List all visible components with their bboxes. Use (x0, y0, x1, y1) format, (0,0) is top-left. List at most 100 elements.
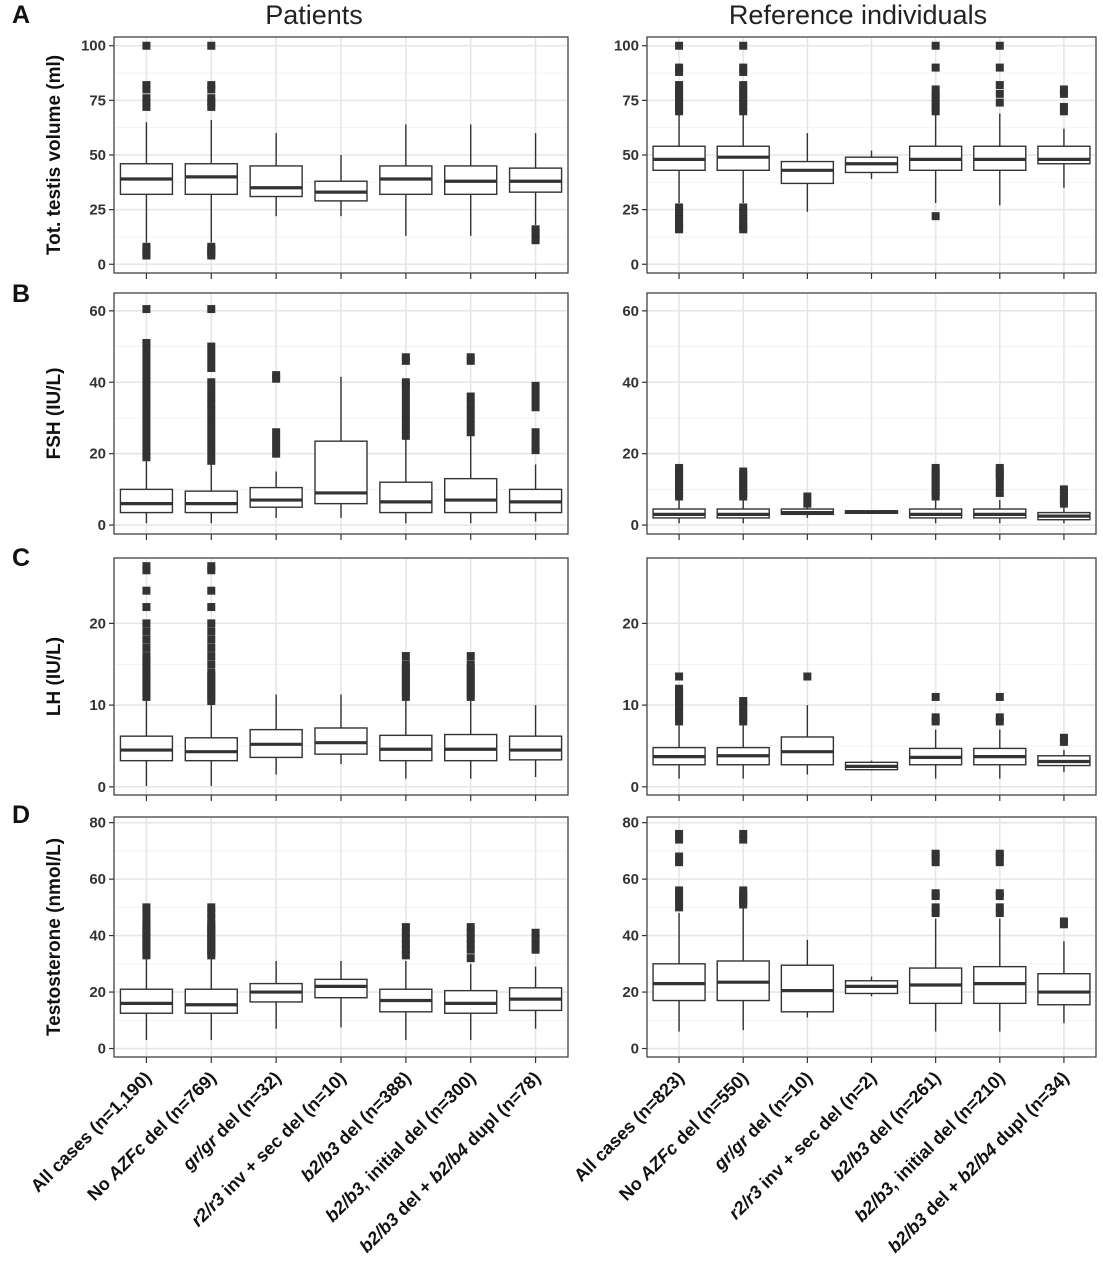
y-axis-label: Tot. testis volume (ml) (44, 55, 65, 255)
outlier-point (675, 203, 684, 212)
box-2 (184, 903, 238, 1041)
outlier-point (466, 923, 475, 932)
box-5 (908, 849, 963, 1032)
box-4 (314, 155, 368, 217)
outlier-point (207, 41, 216, 50)
outlier-point (207, 413, 216, 422)
outlier-point (803, 492, 812, 501)
box-6 (444, 124, 498, 236)
outlier-point (142, 435, 151, 444)
box-5 (908, 463, 963, 524)
y-tick-label: 60 (89, 871, 106, 888)
outlier-point (207, 98, 216, 107)
y-tick-label: 50 (89, 147, 106, 164)
outlier-point (272, 428, 281, 437)
outlier-point (466, 680, 475, 689)
outlier-point (739, 67, 748, 76)
box-3 (780, 133, 835, 212)
box-7 (508, 705, 563, 778)
outlier-point (401, 417, 410, 426)
outlier-point (142, 399, 151, 408)
outlier-point (466, 660, 475, 669)
outlier-point (401, 388, 410, 397)
outlier-point (207, 909, 216, 917)
y-tick-label: 0 (98, 256, 106, 273)
outlier-point (401, 353, 410, 362)
outlier-point (931, 717, 940, 726)
box-4 (314, 376, 368, 518)
outlier-point (401, 923, 410, 932)
box-5 (379, 652, 433, 779)
outlier-point (466, 413, 475, 422)
outlier-point (142, 562, 151, 571)
outlier-point (207, 566, 216, 575)
outlier-point (466, 672, 475, 681)
outlier-point (401, 945, 410, 954)
box-4 (844, 150, 899, 180)
y-tick-label: 20 (89, 984, 106, 1001)
y-tick-label: 75 (89, 92, 106, 109)
box-3 (249, 961, 303, 1029)
outlier-point (207, 392, 216, 401)
outlier-point (531, 381, 540, 390)
outlier-point (531, 934, 540, 943)
outlier-point (207, 102, 216, 111)
outlier-point (207, 85, 216, 94)
outlier-point (401, 692, 410, 701)
column-title-reference: Reference individuals (729, 0, 987, 30)
outlier-point (401, 664, 410, 673)
panel-D-reference: 0 20 40 60 80 All cases (n=823)No AZFc del (n… (570, 815, 1097, 1257)
box-2 (716, 697, 770, 779)
outlier-point (739, 829, 748, 838)
outlier-point (142, 378, 151, 387)
box-3 (780, 939, 835, 1018)
box-3 (249, 694, 303, 775)
outlier-point (675, 98, 684, 107)
outlier-point (142, 688, 151, 697)
outlier-point (675, 709, 684, 718)
x-category-label: No AZFc del (n=769) (83, 1068, 220, 1205)
outlier-point (401, 410, 410, 419)
box-7 (1037, 85, 1091, 188)
y-tick-label: 60 (622, 871, 639, 888)
outlier-point (207, 428, 216, 437)
outlier-point (531, 940, 540, 949)
outlier-point (739, 107, 748, 116)
outlier-point (739, 886, 748, 895)
outlier-point (207, 456, 216, 465)
outlier-point (675, 85, 684, 94)
outlier-point (466, 353, 475, 362)
x-category-label-part: All cases (n=1,190) (27, 1068, 155, 1196)
outlier-point (466, 399, 475, 408)
box-2 (716, 467, 770, 524)
outlier-point (675, 102, 684, 111)
outlier-point (142, 305, 151, 314)
outlier-point (931, 94, 940, 103)
outlier-point (207, 442, 216, 451)
outlier-point (739, 216, 748, 225)
outlier-point (531, 388, 540, 397)
outlier-point (739, 212, 748, 221)
outlier-point (995, 909, 1004, 917)
outlier-point (207, 635, 216, 644)
outlier-point (207, 672, 216, 681)
outlier-point (1059, 107, 1068, 116)
outlier-point (466, 934, 475, 943)
iqr-box (249, 165, 303, 198)
outlier-point (207, 305, 216, 314)
outlier-point (142, 94, 151, 103)
outlier-point (142, 442, 151, 451)
y-tick-label: 40 (622, 928, 639, 945)
outlier-point (995, 849, 1004, 858)
outlier-point (207, 435, 216, 444)
panel-A-patients: 0 25 50 75 100 Tot. testis volume (ml) (44, 36, 569, 279)
x-category-label-part: inv + sec del (n=10) (215, 1068, 350, 1203)
outlier-point (207, 676, 216, 685)
outlier-point (142, 619, 151, 628)
outlier-point (142, 635, 151, 644)
y-tick-label: 40 (622, 374, 639, 391)
outlier-point (401, 652, 410, 661)
outlier-point (739, 203, 748, 212)
box-3 (249, 371, 303, 518)
iqr-box (780, 964, 835, 1013)
